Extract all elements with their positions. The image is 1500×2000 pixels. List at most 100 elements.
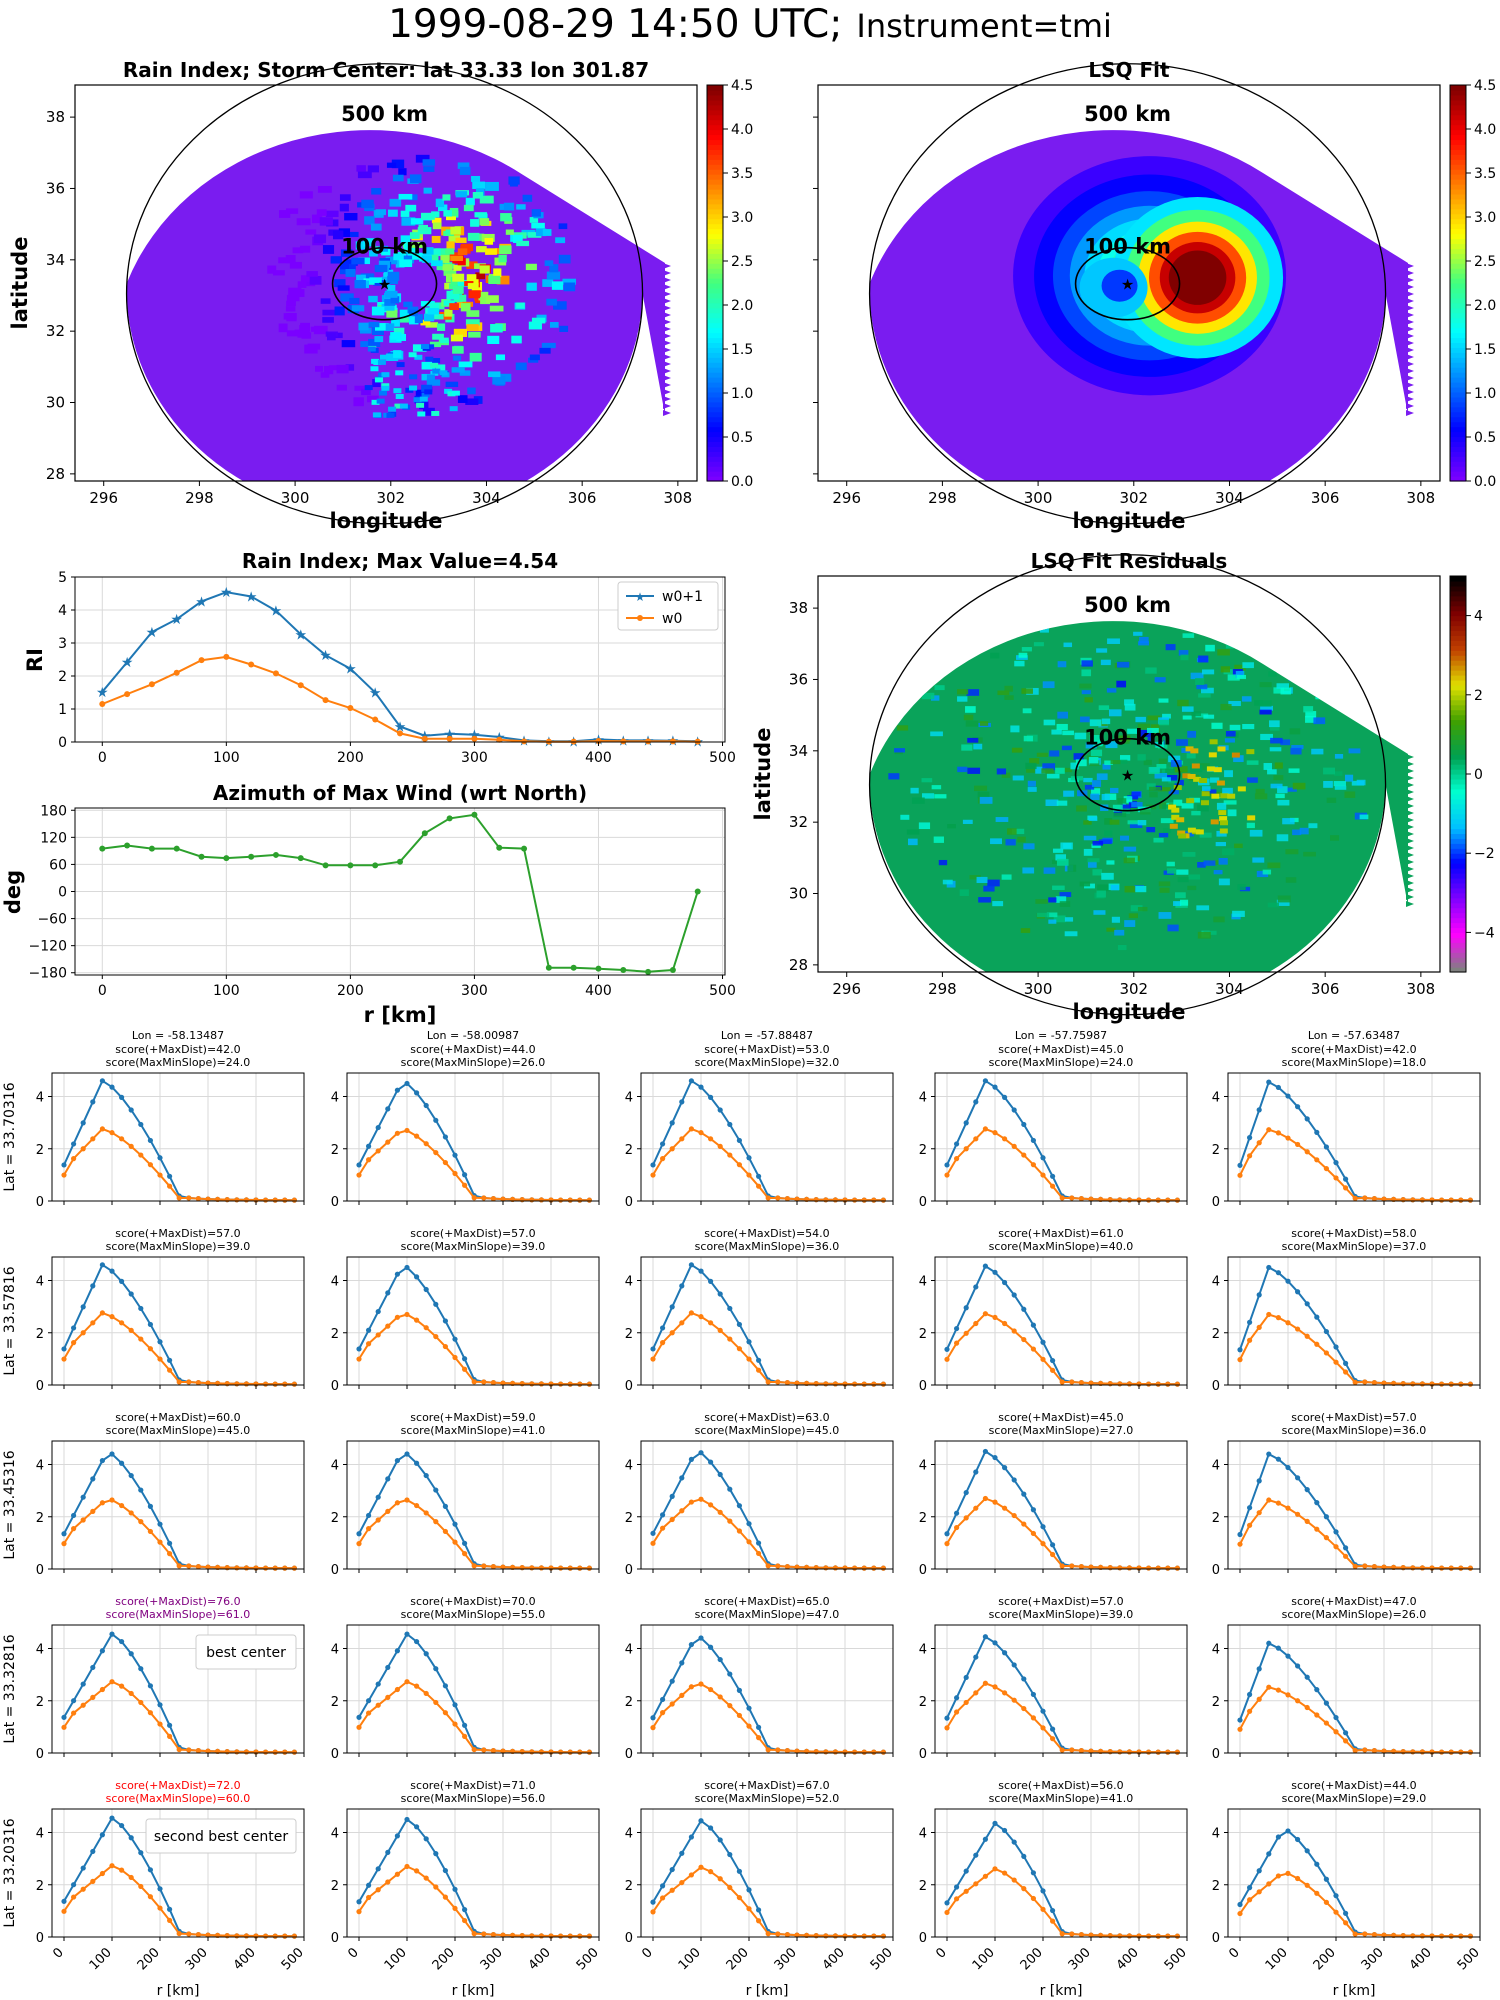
data-point	[452, 1886, 458, 1892]
data-point	[1256, 1478, 1262, 1484]
data-point	[147, 1137, 153, 1144]
plot-frame	[934, 1808, 1188, 1938]
data-point	[1295, 1511, 1301, 1517]
map-ytick-label: 28	[46, 465, 65, 483]
data-point	[1146, 1933, 1152, 1939]
data-point	[1040, 1155, 1046, 1161]
data-point: ★	[96, 685, 109, 701]
data-point	[669, 1678, 675, 1684]
ytick-label: 0	[36, 1379, 44, 1394]
score-maxminslope: score(MaxMinSlope)=45.0	[106, 1424, 251, 1437]
data-point	[414, 1824, 420, 1830]
data-point	[385, 1106, 391, 1112]
data-point	[1126, 1933, 1132, 1939]
xtick-label: 0	[98, 750, 107, 766]
ytick-label: 4	[36, 1827, 44, 1842]
ytick-label: 4	[36, 1643, 44, 1658]
data-point	[1059, 1747, 1065, 1753]
series-line-w0	[63, 1498, 295, 1570]
data-point	[1343, 1176, 1349, 1182]
data-point	[356, 1541, 362, 1547]
data-point	[1285, 1505, 1291, 1511]
data-point	[973, 1881, 979, 1887]
data-point	[404, 1264, 410, 1271]
data-point	[736, 1528, 743, 1534]
data-point	[119, 1638, 125, 1645]
data-point	[385, 1476, 391, 1482]
ytick-label: 4	[625, 1275, 633, 1290]
data-point	[992, 1314, 998, 1321]
data-point	[1040, 1356, 1046, 1362]
map-title: Rain Index; Storm Center: lat 33.33 lon …	[123, 58, 649, 82]
data-point	[263, 1197, 269, 1203]
data-point	[746, 1339, 752, 1345]
data-point	[462, 1907, 468, 1913]
ytick-label: 0	[331, 1563, 339, 1578]
data-point	[109, 1314, 115, 1320]
data-point	[1247, 1522, 1253, 1528]
data-point	[272, 1749, 278, 1755]
data-point	[1285, 1692, 1291, 1698]
data-point	[490, 1748, 496, 1754]
ytick-label: −180	[29, 966, 67, 982]
data-point	[823, 1565, 829, 1571]
series-line-w0	[652, 1498, 884, 1570]
score-maxdist: score(+MaxDist)=44.0	[1291, 1779, 1416, 1792]
data-point	[452, 1336, 458, 1342]
data-point	[1040, 1339, 1046, 1345]
data-point	[404, 1451, 410, 1457]
data-point	[756, 1540, 762, 1546]
data-point	[1381, 1380, 1387, 1386]
data-point	[471, 1563, 477, 1569]
data-point	[669, 1120, 675, 1126]
ring-500km	[868, 554, 1387, 1016]
xtick-label: 100	[382, 1945, 410, 1973]
data-point	[385, 1290, 391, 1296]
data-point	[746, 1172, 752, 1178]
data-point	[375, 1681, 381, 1687]
data-point	[90, 1320, 96, 1326]
ytick-label: 2	[1212, 1143, 1220, 1158]
data-point: ★	[369, 686, 382, 702]
data-point	[558, 1749, 564, 1755]
candidate-panel: 0 100 200 300 400 500 0 2 4 score(+MaxDist)=67.0s…	[625, 1779, 896, 1999]
map-ylabel: latitude	[8, 237, 32, 330]
score-maxdist: score(+MaxDist)=65.0	[704, 1595, 829, 1608]
data-point	[973, 1320, 979, 1327]
ytick-label: 0	[331, 1379, 339, 1394]
score-maxdist: score(+MaxDist)=61.0	[998, 1227, 1123, 1240]
candidate-panel: 0 2 4 score(+MaxDist)=59.0score(MaxMinSlope…	[331, 1411, 600, 1578]
ytick-label: 2	[331, 1511, 339, 1526]
data-point	[708, 1136, 714, 1142]
map-xtick-label: 298	[185, 489, 214, 507]
data-point	[963, 1146, 969, 1152]
data-point	[147, 1503, 153, 1509]
xtick-label: 300	[183, 1945, 211, 1973]
map-ytick-label: 32	[46, 322, 65, 340]
data-point	[372, 862, 379, 869]
data-point	[1155, 1197, 1161, 1203]
plot-frame	[51, 1440, 305, 1570]
data-point	[375, 1148, 381, 1154]
data-point	[61, 1531, 67, 1537]
data-point	[1011, 1143, 1017, 1149]
data-point	[1002, 1827, 1008, 1834]
data-point	[717, 1694, 723, 1700]
data-point	[147, 1894, 153, 1900]
data-point	[756, 1724, 762, 1730]
ytick-label: 3	[58, 636, 67, 652]
colorbar-tick-label: 3.5	[1474, 166, 1496, 182]
data-point	[128, 1835, 134, 1841]
data-point	[356, 1909, 362, 1915]
data-point	[650, 1725, 656, 1731]
map-frame	[817, 575, 1441, 973]
ytick-label: 4	[331, 1459, 339, 1474]
data-point	[660, 1141, 666, 1147]
data-point	[1314, 1526, 1320, 1532]
xtick-label: 500	[709, 750, 736, 766]
data-point	[1333, 1159, 1339, 1166]
score-maxdist: score(+MaxDist)=70.0	[410, 1595, 535, 1608]
ytick-label: 2	[36, 1695, 44, 1710]
data-point	[109, 1268, 115, 1274]
data-point	[421, 735, 428, 742]
